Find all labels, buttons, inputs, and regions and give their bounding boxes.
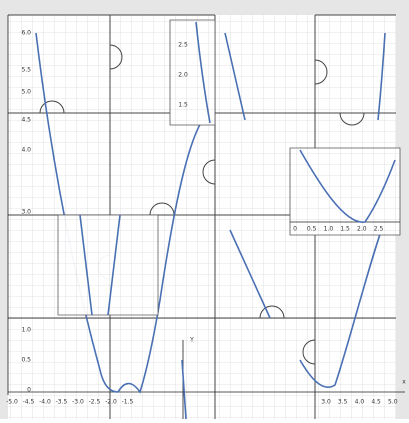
axis-label: -3.0 (72, 399, 84, 406)
axis-label: 4.0 (21, 147, 31, 154)
puzzle-board: 6.0 5.5 5.0 4.5 4.0 3.0 1.0 0.5 0 -5.0 -4.5 -4.0 -3.… (0, 0, 409, 419)
missing-slot (0, 215, 8, 305)
axis-label: 5.5 (21, 67, 31, 74)
axis-label: 4.0 (355, 399, 365, 406)
axis-label: -3.5 (56, 399, 68, 406)
axis-label: 3.0 (21, 209, 31, 216)
axis-label: -2.0 (105, 399, 117, 406)
axis-label: -2.5 (89, 399, 101, 406)
axis-label: 5.0 (21, 89, 31, 96)
puzzle-piece[interactable] (290, 148, 400, 235)
axis-label: 5.0 (388, 399, 398, 406)
missing-slot (215, 0, 315, 15)
axis-label: 6.0 (21, 30, 31, 37)
axis-label: 1.5 (178, 102, 188, 109)
puzzle-piece[interactable] (170, 20, 215, 125)
axis-label: 4.5 (371, 399, 381, 406)
axis-label: 2.0 (357, 226, 367, 233)
axis-label: -5.0 (6, 399, 18, 406)
axis-label: 0.5 (307, 226, 317, 233)
axis-label: Y (189, 337, 194, 344)
puzzle-piece[interactable] (58, 215, 158, 315)
axis-label: 2.0 (178, 72, 188, 79)
axis-label: 1.0 (324, 226, 334, 233)
axis-label: -1.5 (122, 399, 134, 406)
axis-label: x (402, 379, 406, 386)
axis-label: 3.5 (338, 399, 348, 406)
axis-label: 0.5 (21, 357, 31, 364)
axis-label: -4.5 (23, 399, 35, 406)
axis-label: 0 (293, 226, 297, 233)
axis-label: -4.0 (39, 399, 51, 406)
axis-label: 1.5 (340, 226, 350, 233)
axis-label: 1.0 (21, 327, 31, 334)
axis-label: 4.5 (21, 117, 31, 124)
axis-label: 2.5 (178, 42, 188, 49)
axis-label: 3.0 (321, 399, 331, 406)
axis-label: 2.5 (374, 226, 384, 233)
axis-label: 0 (27, 387, 31, 394)
